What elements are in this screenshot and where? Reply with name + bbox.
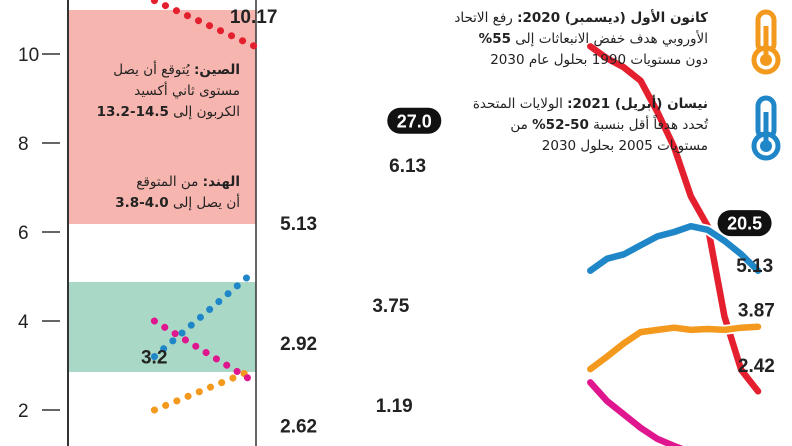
value-label: 5.13 — [736, 256, 773, 277]
note-china-line3b: 14.5-13.2 — [96, 104, 169, 120]
note-india-line2b: 4.0-3.8 — [115, 195, 169, 211]
ytick-label: 2 — [18, 401, 29, 422]
series-lines — [150, 0, 762, 446]
thermometer-level — [763, 112, 769, 142]
value-label: 2.42 — [738, 356, 775, 377]
note-china-line2: مستوى ثاني أكسيد — [134, 83, 240, 99]
note-china-line1: يُتوقع أن يصل — [113, 62, 190, 78]
value-label: 3.87 — [738, 301, 775, 322]
value-label: 1.19 — [376, 396, 413, 417]
note-eu-line2b: 55% — [478, 31, 511, 47]
usa-projection-line — [150, 267, 259, 361]
note-usa-line2c: من — [510, 117, 533, 133]
value-label: 3.2 — [141, 347, 167, 368]
thermometer-icon — [751, 95, 781, 161]
value-labels: 10.17 6.13 5.13 5.13 3.2 3.75 3.87 2.92 2.42 1.19… — [141, 7, 775, 437]
note-china-line3a: الكربون إلى — [168, 104, 240, 120]
total-badge-label: 20.5 — [727, 214, 762, 234]
note-india-line1: من المتوقع — [136, 174, 199, 190]
value-label: 5.13 — [280, 214, 317, 235]
note-india: الهند: من المتوقع أن يصل إلى 4.0-3.8 — [72, 172, 240, 214]
note-usa-heading: نيسان (أبريل) 2021: — [567, 96, 708, 112]
note-usa-line2b: 50-52% — [532, 117, 589, 133]
note-usa: نيسان (أبريل) 2021: الولايات المتحدة تُح… — [440, 94, 708, 157]
thermometer-icon — [751, 9, 781, 75]
note-eu-line2a: الأوروبي هدف خفض الانبعاثات إلى — [511, 31, 708, 47]
india-projection-line — [150, 317, 259, 386]
usa-line — [587, 222, 762, 274]
thermometer-fill — [760, 140, 772, 152]
thermometer-fill — [760, 54, 772, 66]
note-china-heading: الصين: — [193, 62, 240, 78]
ytick-label: 10 — [18, 45, 39, 66]
china-line — [587, 43, 762, 395]
india-line — [587, 379, 684, 446]
ytick-label: 4 — [18, 312, 29, 333]
note-usa-line2a: تُحدد هدفاً أقل بنسبة — [588, 117, 708, 133]
value-label: 10.17 — [230, 7, 278, 28]
india-line-halo — [586, 379, 689, 446]
eu-projection-line — [150, 365, 259, 414]
note-india-heading: الهند: — [202, 174, 240, 190]
note-usa-line3: مستويات 2005 بحلول 2030 — [541, 138, 708, 154]
note-china: الصين: يُتوقع أن يصل مستوى ثاني أكسيد ال… — [72, 60, 240, 123]
thermometer-level — [763, 26, 769, 56]
ytick-label: 8 — [18, 134, 29, 155]
note-usa-line1: الولايات المتحدة — [472, 96, 563, 112]
note-eu-heading: كانون الأول (ديسمبر) 2020: — [517, 10, 708, 26]
eu-line — [587, 323, 762, 373]
china-projection-band — [68, 10, 256, 224]
total-badge — [387, 107, 442, 134]
note-eu-line1: رفع الاتحاد — [454, 10, 513, 26]
value-label: 6.13 — [389, 156, 426, 177]
value-label: 2.62 — [280, 416, 317, 437]
value-label: 3.75 — [372, 296, 409, 317]
ytick-label: 6 — [18, 223, 29, 244]
y-axis: 2 4 6 8 10 — [18, 45, 60, 422]
thermometer-icons — [751, 9, 781, 161]
value-label: 2.92 — [280, 334, 317, 355]
note-eu: كانون الأول (ديسمبر) 2020: رفع الاتحاد ا… — [420, 8, 708, 71]
total-badge — [717, 210, 772, 237]
note-eu-line3: دون مستويات 1990 بحلول عام 2030 — [490, 52, 708, 68]
total-badge-label: 27.0 — [397, 111, 432, 131]
note-india-line2a: أن يصل إلى — [168, 195, 240, 211]
